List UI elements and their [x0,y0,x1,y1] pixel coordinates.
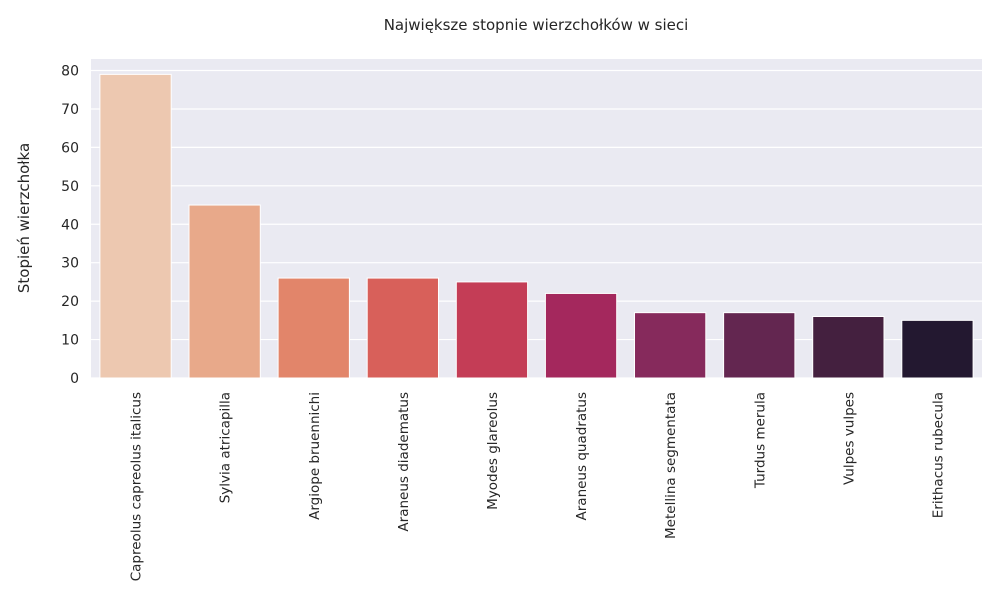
bar [634,312,707,379]
x-tick-label: Capreolus capreolus italicus [129,392,145,581]
bar [366,277,439,379]
y-tick-label: 30 [61,256,79,272]
x-tick-label: Myodes glareolus [485,392,501,510]
bar [723,312,796,379]
y-axis-label: Stopień wierzchołka [15,143,33,293]
x-tick-label: Turdus merula [752,392,768,489]
y-tick-label: 50 [61,179,79,195]
y-tick-label: 10 [61,333,79,349]
bar [544,292,618,379]
y-tick-label: 40 [61,217,79,233]
bars [99,73,974,379]
bar [901,319,974,379]
x-tick-label: Araneus quadratus [574,392,590,520]
x-tick-label: Argiope bruennichi [307,392,323,520]
bar [812,316,885,379]
bar [99,73,172,379]
x-tick-label: Vulpes vulpes [841,392,857,485]
bar [455,281,529,379]
chart-title: Największe stopnie wierzchołków w sieci [384,16,689,34]
y-tick-label: 60 [61,140,79,156]
x-tick-label: Araneus diadematus [396,392,412,532]
y-tick-label: 0 [70,371,79,387]
x-axis-ticks: Capreolus capreolus italicus Sylvia atric… [129,392,947,581]
x-tick-label: Erithacus rubecula [930,392,946,518]
y-tick-label: 80 [61,64,79,80]
bar [277,277,350,379]
x-tick-label: Sylvia atricapilla [218,392,234,503]
y-axis-ticks: 0 10 20 30 40 50 60 70 80 [61,64,79,387]
y-tick-label: 70 [61,102,79,118]
bar [188,204,261,379]
x-tick-label: Metellina segmentata [663,392,679,539]
y-tick-label: 20 [61,294,79,310]
